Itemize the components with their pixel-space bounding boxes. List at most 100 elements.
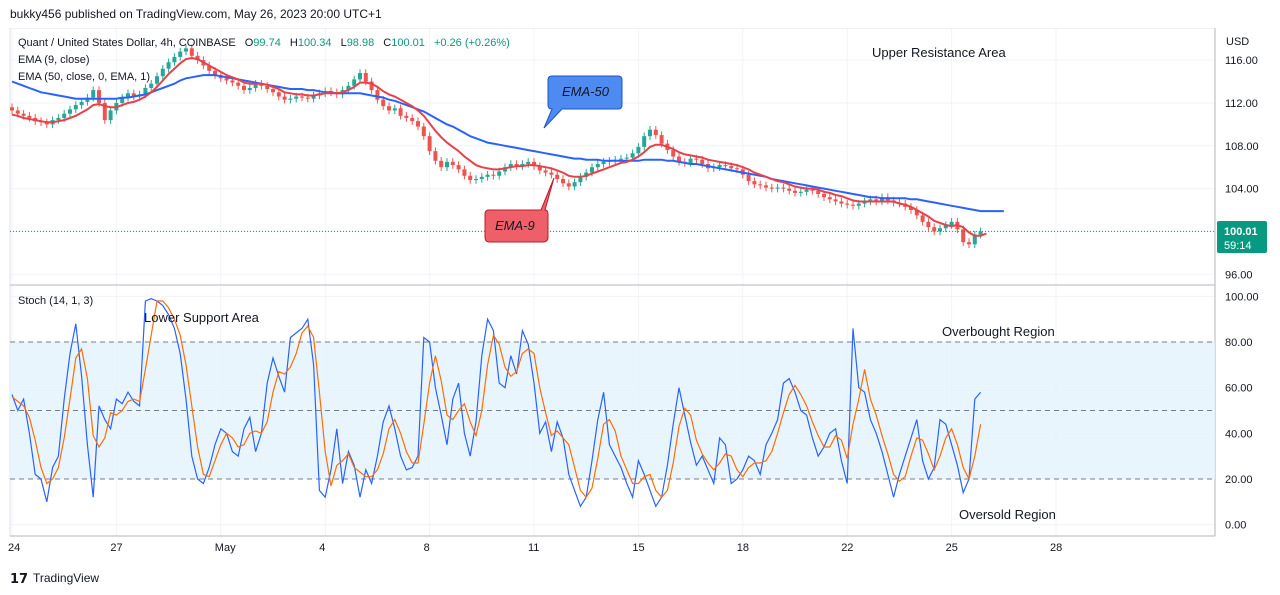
last-price-tag-bg xyxy=(1217,221,1267,253)
candle-body xyxy=(236,82,241,86)
legend-h-label: H xyxy=(290,37,298,49)
tradingview-logo-icon[interactable]: 𝟭𝟳 xyxy=(10,571,29,586)
candle-body xyxy=(659,135,664,144)
time-tick-label: 11 xyxy=(528,542,539,554)
price-tick-label: 96.00 xyxy=(1225,269,1253,281)
time-tick-label: 25 xyxy=(946,542,958,554)
candle-body xyxy=(943,225,948,229)
candle-body xyxy=(833,199,838,202)
candle-body xyxy=(532,161,536,167)
candle-body xyxy=(369,81,374,91)
time-axis[interactable]: 24 27 May 4 8 11 15 18 22 25 28 xyxy=(8,542,1062,554)
candle-body xyxy=(978,231,983,235)
candle-body xyxy=(178,51,183,57)
candle-body xyxy=(636,146,641,154)
candle-body xyxy=(816,190,821,194)
stoch-axis[interactable]: 0.00 20.00 40.00 60.00 80.00 100.00 xyxy=(1225,291,1259,531)
candle-body xyxy=(10,107,14,111)
candle-body xyxy=(880,197,884,202)
stoch-k-line xyxy=(11,298,982,508)
last-price-tag: 100.01 59:14 xyxy=(1217,221,1267,253)
candle-body xyxy=(91,90,96,98)
candle-body xyxy=(938,228,942,232)
candle-body xyxy=(804,189,809,192)
chart-area[interactable]: 96.00 100.00 104.00 108.00 112.00 116.00 0.00… xyxy=(0,28,1280,565)
stoch-tick-label: 0.00 xyxy=(1225,520,1246,532)
publisher-line: bukky456 published on TradingView.com, M… xyxy=(10,7,382,21)
time-tick-label: 28 xyxy=(1050,542,1062,554)
legend-stoch[interactable]: Stoch (14, 1, 3) xyxy=(18,295,93,307)
candle-body xyxy=(398,108,403,116)
stoch-levels xyxy=(10,341,1215,480)
candle-body xyxy=(926,221,931,228)
candle-body xyxy=(346,85,351,91)
candle-body xyxy=(352,79,357,86)
candle-body xyxy=(717,165,722,168)
candles xyxy=(10,44,983,249)
candle-body xyxy=(288,98,293,100)
tradingview-wordmark[interactable]: TradingView xyxy=(33,571,100,585)
oversold-label: Oversold Region xyxy=(959,507,1056,522)
candle-body xyxy=(810,189,815,191)
candle-body xyxy=(265,85,270,90)
candle-body xyxy=(450,161,455,166)
candle-body xyxy=(479,176,484,179)
candle-body xyxy=(677,156,681,162)
candle-body xyxy=(282,96,287,100)
candle-body xyxy=(798,191,803,193)
candle-body xyxy=(543,170,548,173)
upper-resistance-label: Upper Resistance Area xyxy=(872,45,1006,60)
candle-body xyxy=(160,68,165,77)
candle-body xyxy=(305,97,310,99)
time-tick-label: 24 xyxy=(8,542,20,554)
candle-body xyxy=(404,115,409,118)
candle-body xyxy=(276,92,281,97)
candle-body xyxy=(549,172,554,175)
candle-body xyxy=(526,161,531,164)
candle-body xyxy=(68,109,72,114)
candle-body xyxy=(914,210,919,216)
candle-body xyxy=(555,174,560,179)
candle-body xyxy=(97,90,101,103)
candle-body xyxy=(949,221,954,226)
time-tick-label: 15 xyxy=(632,542,644,554)
candle-body xyxy=(108,110,113,121)
candle-body xyxy=(932,227,937,232)
candle-body xyxy=(572,182,577,187)
candle-body xyxy=(590,167,594,173)
candle-body xyxy=(491,174,496,176)
candle-body xyxy=(642,136,647,147)
candle-body xyxy=(497,171,502,176)
time-tick-label: 8 xyxy=(424,542,430,554)
candle-body xyxy=(630,153,635,158)
price-tick-label: 104.00 xyxy=(1225,184,1259,196)
ema9-line xyxy=(11,56,987,237)
legend-ema9[interactable]: EMA (9, close) xyxy=(18,54,90,66)
time-tick-label: May xyxy=(215,542,236,554)
candle-body xyxy=(868,199,873,202)
candle-body xyxy=(827,197,832,200)
candle-body xyxy=(439,160,444,168)
candle-body xyxy=(381,99,386,107)
candle-body xyxy=(207,65,212,71)
candle-body xyxy=(503,167,507,172)
legend-high: 100.34 xyxy=(298,37,332,49)
candle-body xyxy=(769,187,774,189)
legend-ema50[interactable]: EMA (50, close, 0, EMA, 1) xyxy=(18,71,150,83)
currency-label: USD xyxy=(1226,36,1249,48)
ema50-callout-text: EMA-50 xyxy=(562,84,610,99)
candle-body xyxy=(242,85,246,91)
candle-body xyxy=(85,97,90,102)
legend-l-label: L xyxy=(341,37,347,49)
candle-body xyxy=(862,201,867,204)
candle-body xyxy=(972,234,977,245)
candle-body xyxy=(653,129,658,136)
candle-body xyxy=(485,174,490,177)
candle-body xyxy=(224,78,229,81)
candle-body xyxy=(27,115,32,118)
candle-body xyxy=(410,117,415,122)
candle-body xyxy=(213,70,217,76)
candle-body xyxy=(392,108,397,111)
stoch-tick-label: 100.00 xyxy=(1225,291,1259,303)
candle-body xyxy=(143,87,148,95)
